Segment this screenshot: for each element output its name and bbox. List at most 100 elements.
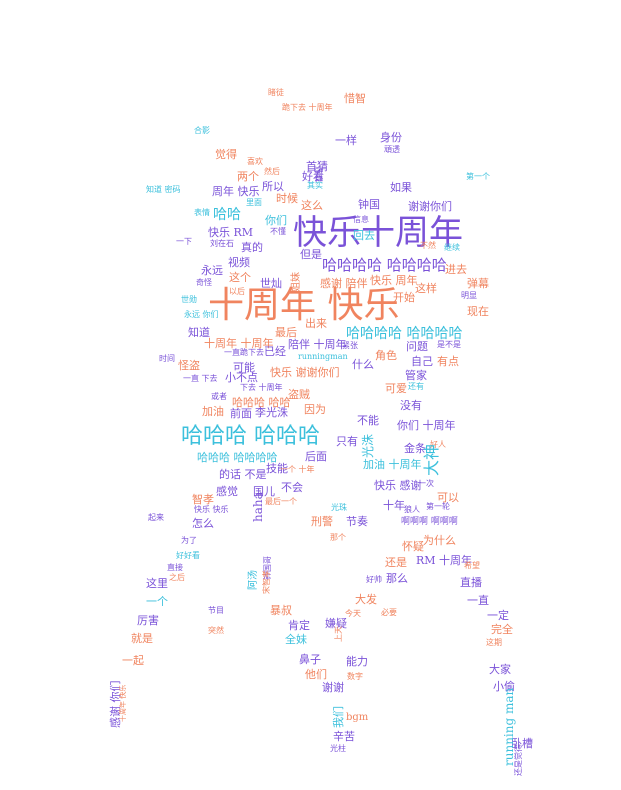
word: 这么 — [301, 199, 323, 212]
word: 全妹 — [285, 633, 307, 646]
word: 跪下去 十周年 — [282, 103, 333, 112]
word: 哈哈哈哈 哈哈哈哈 — [322, 256, 447, 274]
word: 哈哈 — [213, 207, 241, 223]
word: 世勋 — [181, 295, 197, 304]
word: 前面 — [230, 407, 252, 420]
word: 快乐 快乐 — [194, 505, 229, 514]
word: 游戏 — [314, 166, 323, 182]
word: 肯定 — [288, 619, 310, 632]
word: 合影 — [194, 126, 210, 135]
word: 一直 下去 — [183, 374, 218, 383]
word: 智孝 — [192, 493, 214, 506]
word: 刑警 — [311, 515, 333, 528]
word: 角色 — [375, 349, 397, 362]
word: 的话 不是 — [219, 468, 267, 481]
word: 节目 — [208, 606, 224, 615]
word: 鼻子 — [299, 653, 321, 666]
word: 姐妹 — [291, 272, 302, 292]
word: 这里 — [146, 577, 168, 590]
word: 一样 — [335, 134, 357, 147]
word: 奇怪 — [196, 278, 212, 287]
word: 怀疑 — [402, 540, 424, 553]
word: 哈哈哈 哈哈 — [232, 396, 291, 409]
word: 好好看 — [176, 551, 200, 560]
word: 好帅 — [366, 575, 382, 584]
word: 不能 — [357, 414, 379, 427]
word: 狼人 — [404, 505, 420, 514]
word: 必要 — [381, 608, 397, 617]
word: 一下 — [176, 237, 192, 246]
word: 好人 — [430, 440, 446, 449]
word: 时间 — [159, 354, 175, 363]
word: 可以 — [437, 491, 459, 504]
word: 大家 — [489, 663, 511, 676]
word: bgm — [346, 712, 369, 723]
word: 哈哈哈哈 哈哈哈哈 — [346, 326, 463, 342]
word: runningman — [298, 352, 348, 361]
word: 里面 — [246, 198, 262, 207]
word: 如果 — [390, 181, 412, 194]
word: 完全 — [491, 623, 513, 636]
word: 能力 — [346, 655, 368, 668]
word: 出来 — [305, 317, 327, 330]
word: 什么 — [352, 358, 374, 371]
word: 快乐 周年 — [370, 274, 418, 287]
word: 数字 — [347, 672, 363, 681]
word: 光珠 — [331, 503, 347, 512]
word: 但是 — [300, 248, 322, 261]
word: 进去 — [445, 263, 467, 276]
word: 知道 密码 — [146, 185, 181, 194]
word: 谢谢你们 — [408, 200, 452, 213]
word: 陪伴 十周年 — [288, 338, 347, 351]
word: 明显 — [461, 291, 477, 300]
word: 一个 十年 — [280, 465, 315, 474]
word: 紧张 — [342, 341, 358, 350]
word: 技能 — [266, 462, 288, 475]
word: 厉害 — [137, 614, 159, 627]
word: 上天 — [334, 626, 343, 642]
word: 快乐 谢谢你们 — [270, 366, 340, 379]
word: 大神 — [422, 443, 441, 476]
word: 后面 — [305, 450, 327, 463]
word: 怎么 — [192, 517, 214, 530]
word: RM 十周年 — [416, 554, 473, 567]
word: 身份 — [380, 131, 402, 144]
word: 那么 — [386, 572, 408, 585]
word: 为了 — [181, 536, 197, 545]
word: 喜欢 — [247, 157, 263, 166]
word: 谢谢 — [322, 681, 344, 694]
word: 阿汤 — [248, 570, 259, 590]
word: 就是 — [131, 632, 153, 645]
word: 视频 — [228, 256, 250, 269]
word: 他们 — [305, 668, 327, 681]
word: 继续 — [444, 243, 460, 252]
word: 节奏 — [346, 515, 368, 528]
word: 辛苦 — [333, 730, 355, 743]
word: 刘在石 — [210, 239, 234, 248]
word: 还有 — [408, 382, 424, 391]
word: 永远 — [201, 264, 223, 277]
word: 问题 — [406, 340, 428, 353]
word: haha — [251, 492, 265, 522]
word: 然后 — [264, 167, 280, 176]
word: 快乐十周年 — [293, 213, 463, 253]
word: 我们 — [332, 706, 345, 728]
word: 嫌疑 — [325, 617, 347, 630]
word: 还是 — [385, 556, 407, 569]
word: 可能 — [233, 361, 255, 374]
word: 快乐 感谢 — [374, 479, 422, 492]
word: 感谢 陪伴 — [320, 277, 368, 290]
word: 自己 — [411, 355, 433, 368]
word: 加油 十周年 — [363, 458, 422, 471]
word: 李光洙 — [255, 406, 288, 419]
word: 怪盗 — [178, 359, 200, 372]
word: 十周年 快乐 — [208, 285, 400, 326]
word: 小偷 — [493, 680, 515, 693]
word: 是不是 — [437, 340, 461, 349]
word: 回去 — [353, 229, 375, 242]
word: 已经 — [264, 345, 286, 358]
word: 时候 — [276, 192, 298, 205]
word: 你们 十周年 — [397, 419, 456, 432]
word: 首猜 — [306, 160, 328, 173]
